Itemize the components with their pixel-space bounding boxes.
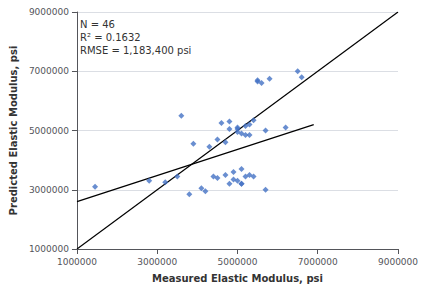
- svg-text:1000000: 1000000: [57, 257, 97, 267]
- svg-text:9000000: 9000000: [29, 7, 69, 17]
- svg-text:1000000: 1000000: [29, 244, 69, 254]
- svg-text:Measured Elastic Modulus, psi: Measured Elastic Modulus, psi: [152, 273, 323, 284]
- svg-text:3000000: 3000000: [29, 185, 69, 195]
- svg-text:7000000: 7000000: [29, 66, 69, 76]
- svg-text:Predicted Elastic Modulus, psi: Predicted Elastic Modulus, psi: [8, 46, 19, 216]
- svg-text:R² = 0.1632: R² = 0.1632: [80, 32, 141, 43]
- svg-text:5000000: 5000000: [29, 126, 69, 136]
- svg-text:RMSE = 1,183,400 psi: RMSE = 1,183,400 psi: [80, 45, 191, 56]
- svg-text:3000000: 3000000: [137, 257, 177, 267]
- svg-text:N = 46: N = 46: [80, 19, 115, 30]
- svg-text:7000000: 7000000: [298, 257, 338, 267]
- svg-text:9000000: 9000000: [378, 257, 418, 267]
- svg-text:5000000: 5000000: [217, 257, 257, 267]
